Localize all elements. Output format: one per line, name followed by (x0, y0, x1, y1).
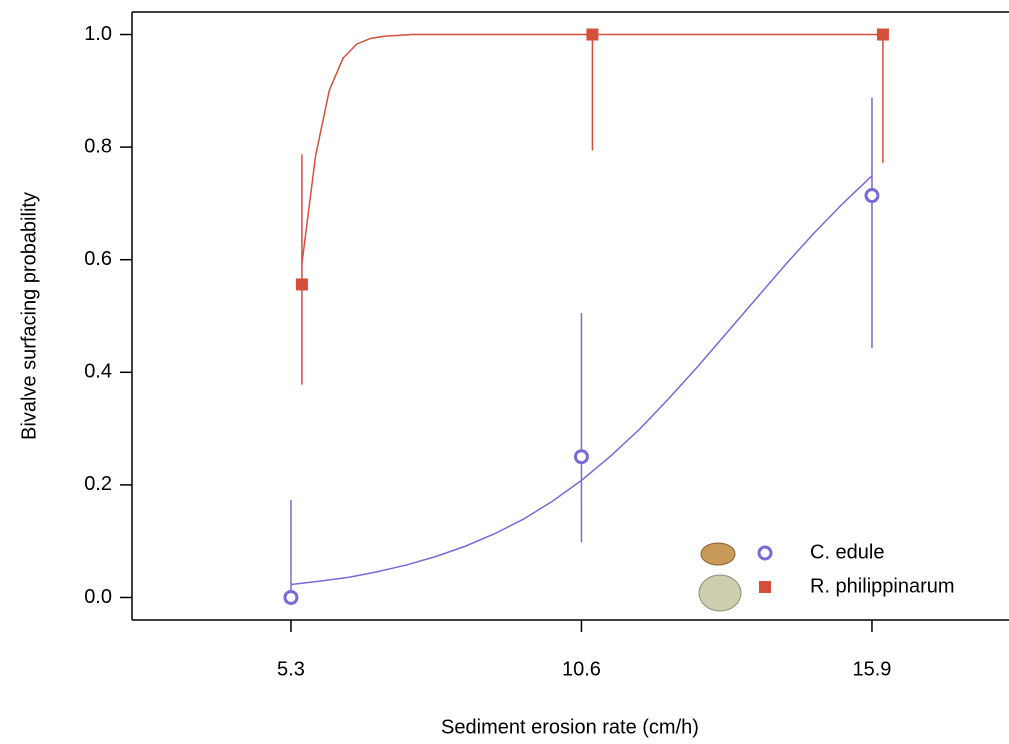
data-point (586, 28, 599, 41)
x-tick-label: 5.3 (277, 658, 305, 680)
y-axis-label: Bivalve surfacing probability (18, 192, 40, 440)
data-point (573, 449, 589, 465)
y-tick-label: 0.4 (84, 361, 112, 383)
x-axis-label: Sediment erosion rate (cm/h) (441, 716, 699, 738)
legend-icon (700, 542, 736, 566)
legend-marker (759, 581, 771, 593)
legend-marker (757, 545, 773, 561)
data-point (864, 188, 880, 204)
fit-curve (301, 33, 883, 264)
data-point (295, 278, 308, 291)
x-tick-label: 15.9 (853, 658, 892, 680)
y-tick-label: 0.2 (84, 473, 112, 495)
legend-label: R. philippinarum (810, 575, 955, 597)
legend-icon (698, 574, 742, 612)
y-tick-label: 0.0 (84, 586, 112, 608)
data-point (283, 589, 299, 605)
y-tick-label: 1.0 (84, 23, 112, 45)
y-tick-label: 0.6 (84, 248, 112, 270)
legend-label: C. edule (810, 541, 885, 563)
y-tick-label: 0.8 (84, 135, 112, 157)
x-tick-label: 10.6 (562, 658, 601, 680)
data-point (876, 28, 889, 41)
